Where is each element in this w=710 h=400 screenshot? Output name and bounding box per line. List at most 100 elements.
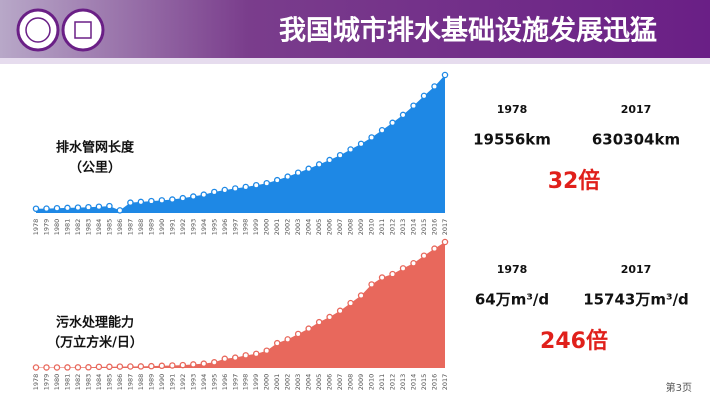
data-point [169, 196, 176, 203]
x-tick-label: 2005 [315, 219, 323, 236]
data-point [431, 83, 438, 90]
data-point [305, 325, 312, 332]
x-tick-label: 1999 [252, 219, 260, 236]
x-tick-label: 1986 [116, 374, 124, 391]
data-point [252, 350, 260, 358]
data-point [399, 111, 407, 119]
data-point [190, 193, 197, 200]
x-tick-label: 2012 [389, 219, 397, 236]
data-point [420, 92, 428, 100]
data-point [53, 204, 61, 212]
title: 我国城市排水基础设施发展迅猛 [279, 15, 657, 47]
data-point [158, 362, 166, 370]
x-tick-label: 1992 [179, 219, 187, 236]
logo [16, 8, 60, 52]
data-point [420, 252, 428, 259]
x-tick-label: 1981 [63, 219, 71, 236]
x-tick-label: 2000 [263, 219, 271, 236]
x-tick-label: 1985 [105, 374, 113, 391]
x-tick-label: 1988 [137, 374, 145, 391]
x-tick-label: 2007 [336, 374, 344, 391]
series-label: 排水管网长度 [56, 140, 135, 156]
data-point [106, 363, 113, 371]
x-tick-label: 2009 [357, 374, 365, 391]
x-tick-label: 1982 [74, 374, 82, 391]
data-point [32, 205, 40, 212]
x-tick-label: 1998 [242, 219, 250, 236]
data-point [273, 339, 281, 347]
data-point [284, 336, 291, 343]
x-tick-label: 1981 [63, 374, 71, 391]
x-tick-label: 2013 [399, 219, 407, 236]
x-tick-label: 2010 [368, 219, 376, 236]
data-point [336, 151, 344, 159]
x-tick-label: 2017 [441, 374, 449, 391]
x-tick-label: 2002 [284, 219, 292, 236]
x-tick-label: 2006 [326, 374, 334, 391]
x-tick-label: 1983 [84, 374, 92, 391]
data-point [378, 274, 386, 281]
data-point [389, 270, 396, 278]
x-tick-label: 1980 [53, 374, 61, 391]
data-point [211, 359, 218, 366]
data-point [85, 364, 92, 371]
x-tick-label: 2005 [315, 374, 323, 391]
x-tick-label: 1978 [32, 219, 40, 236]
x-tick-label: 1997 [231, 374, 239, 391]
logo [74, 21, 92, 39]
data-point [368, 134, 375, 141]
x-tick-label: 1999 [252, 374, 260, 391]
data-point [389, 119, 396, 127]
data-point [315, 318, 323, 326]
data-point [431, 245, 438, 252]
data-point [116, 363, 124, 370]
data-point [148, 362, 155, 370]
data-point [284, 173, 291, 180]
data-point [357, 140, 365, 148]
data-point [74, 204, 82, 211]
logo [61, 8, 105, 52]
header-shadow [0, 58, 710, 64]
x-tick-label: 1987 [126, 374, 134, 391]
x-tick-label: 1987 [126, 219, 134, 236]
x-tick-label: 1992 [179, 374, 187, 391]
series-label: （万立方米/日） [47, 335, 143, 351]
data-point [410, 260, 417, 267]
x-tick-label: 1989 [147, 374, 155, 391]
data-point [148, 197, 155, 205]
stat-ratio: 32倍 [548, 168, 601, 194]
data-point [232, 354, 239, 361]
data-point [378, 126, 386, 134]
stat-year: 2017 [621, 263, 652, 276]
data-point [74, 364, 82, 371]
x-tick-label: 2016 [431, 374, 439, 391]
area [36, 75, 445, 213]
data-point [127, 363, 134, 370]
x-tick-label: 2004 [305, 374, 313, 391]
page-number: 第3页 [666, 381, 692, 394]
x-tick-label: 1994 [200, 374, 208, 391]
data-point [441, 238, 449, 246]
x-tick-label: 1993 [189, 219, 197, 236]
x-tick-label: 2012 [389, 374, 397, 391]
data-point [347, 146, 354, 153]
data-point [326, 156, 333, 164]
data-point [357, 292, 365, 299]
x-tick-label: 1996 [221, 374, 229, 391]
data-point [221, 355, 229, 363]
data-point [64, 364, 71, 371]
x-tick-label: 1990 [158, 374, 166, 391]
data-point [158, 197, 166, 204]
header-bar [0, 0, 710, 58]
area [36, 242, 445, 368]
x-tick-label: 2015 [420, 219, 428, 236]
data-point [273, 176, 281, 184]
x-tick-label: 2007 [336, 219, 344, 236]
data-point [64, 204, 71, 212]
x-tick-label: 1996 [221, 219, 229, 236]
x-tick-label: 1991 [168, 219, 176, 236]
x-tick-label: 2016 [431, 219, 439, 236]
x-tick-label: 2014 [410, 219, 418, 236]
stat-year: 2017 [621, 103, 652, 116]
x-tick-label: 2001 [273, 219, 281, 236]
